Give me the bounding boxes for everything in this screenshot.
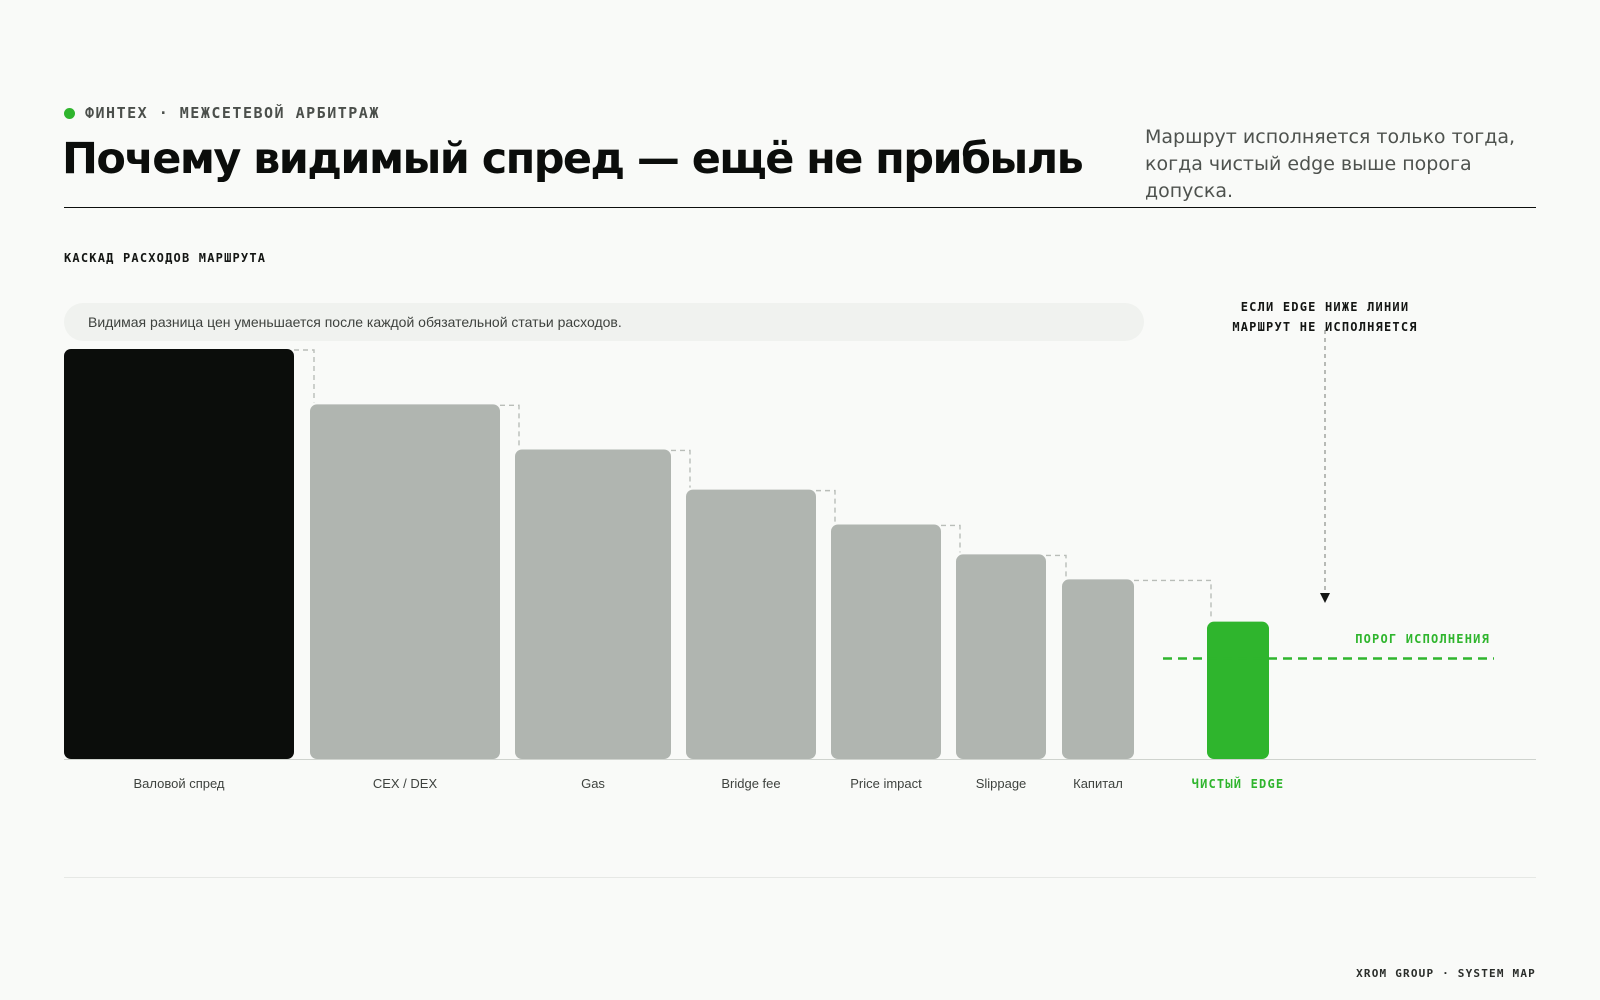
lead-text: Маршрут исполняется только тогда, когда … xyxy=(1145,126,1516,202)
bar-connector xyxy=(941,524,961,553)
note-pill: Видимая разница цен уменьшается после ка… xyxy=(64,303,1144,341)
category-label: CEX / DEX xyxy=(373,776,438,791)
bar-connector xyxy=(1134,579,1212,620)
gross-spread-bar xyxy=(64,349,294,759)
threshold-label: ПОРОГ ИСПОЛНЕНИЯ xyxy=(1355,632,1490,646)
category-label: Валовой спред xyxy=(133,776,224,791)
bar-connector xyxy=(816,489,836,523)
footer-credit: XROM GROUP · SYSTEM MAP xyxy=(1356,967,1536,980)
annotation-line-2: МАРШРУТ НЕ ИСПОЛНЯЕТСЯ xyxy=(1232,320,1418,334)
bar-connector xyxy=(294,349,315,403)
category-label: Price impact xyxy=(850,776,922,791)
category-label: Slippage xyxy=(976,776,1027,791)
page-title: Почему видимый спред — ещё не прибыль xyxy=(62,134,1084,184)
net-edge-bar xyxy=(1207,621,1269,759)
bar-connector xyxy=(500,404,520,448)
note-text: Видимая разница цен уменьшается после ка… xyxy=(88,314,622,330)
header-divider xyxy=(64,207,1536,208)
section-label: КАСКАД РАСХОДОВ МАРШРУТА xyxy=(64,251,267,265)
cost-bar xyxy=(310,404,500,759)
annotation-line-1: ЕСЛИ EDGE НИЖЕ ЛИНИИ xyxy=(1240,300,1410,314)
cost-bar xyxy=(831,524,941,759)
eyebrow-text: ФИНТЕХ · МЕЖСЕТЕВОЙ АРБИТРАЖ xyxy=(85,104,380,122)
cost-bar xyxy=(686,489,816,759)
eyebrow: ФИНТЕХ · МЕЖСЕТЕВОЙ АРБИТРАЖ xyxy=(64,104,380,122)
threshold-annotation: ЕСЛИ EDGE НИЖЕ ЛИНИИ МАРШРУТ НЕ ИСПОЛНЯЕ… xyxy=(1205,297,1445,337)
category-label: Капитал xyxy=(1073,776,1123,791)
cost-bar xyxy=(956,554,1046,759)
status-dot-icon xyxy=(64,107,75,119)
footer-divider xyxy=(64,877,1536,878)
cost-bar xyxy=(515,449,671,759)
bar-connector xyxy=(1046,554,1067,578)
bar-connector xyxy=(671,449,691,488)
category-label: Gas xyxy=(581,776,605,791)
cost-bar xyxy=(1062,579,1134,759)
arrow-down-icon xyxy=(1320,593,1330,603)
category-label: Bridge fee xyxy=(721,776,780,791)
category-label: ЧИСТЫЙ EDGE xyxy=(1192,776,1285,791)
